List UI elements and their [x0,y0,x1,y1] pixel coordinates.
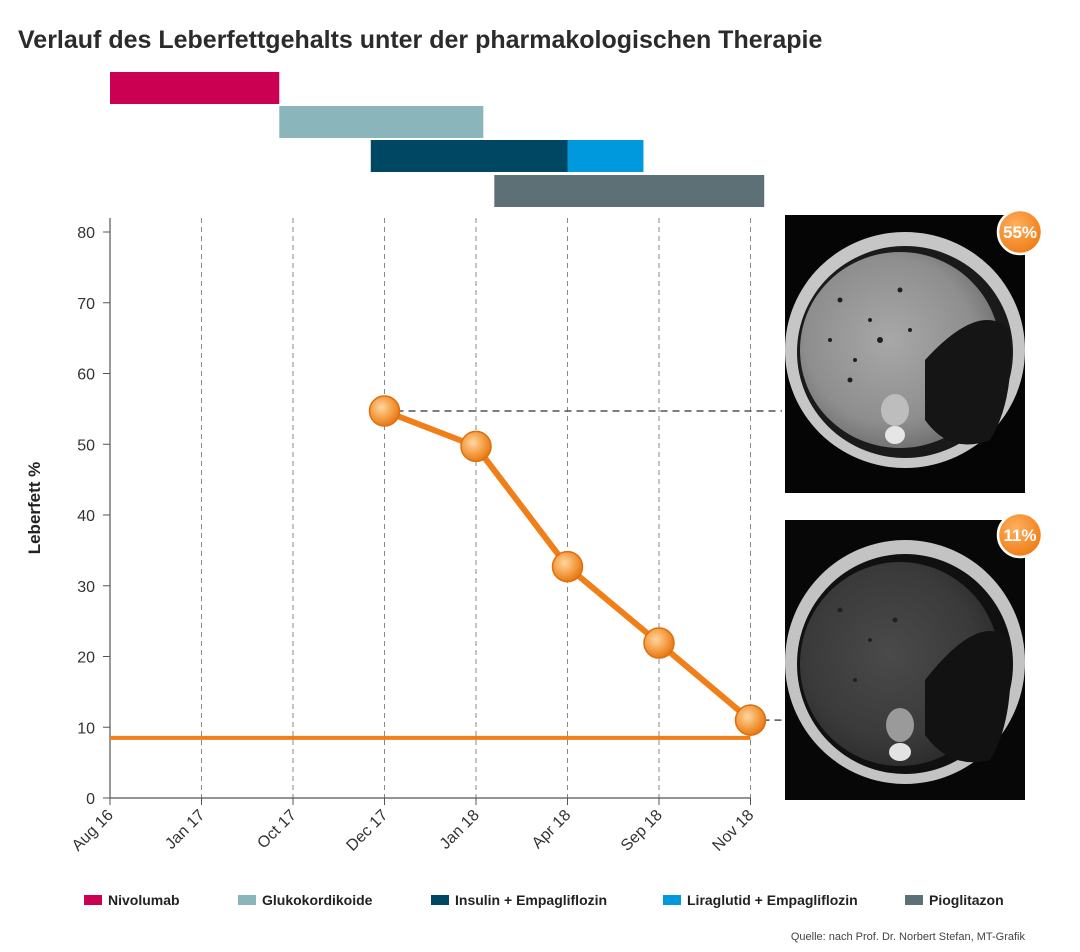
therapy-bar-4 [494,175,765,207]
annotation-badges: 55% 11% [996,208,1044,559]
legend-label-3: Liraglutid + Empagliflozin [687,892,858,908]
legend-label-0: Nivolumab [108,892,180,908]
chart-title: Verlauf des Leberfettgehalts unter der p… [18,26,822,54]
therapy-bar-3 [567,140,644,172]
badge-label-1: 11% [1003,526,1036,545]
connectors [384,410,782,721]
therapy-bar-0 [110,72,280,104]
legend: Nivolumab Glukokordikoide Insulin + Empagl… [84,892,1004,908]
x-tick-label: Sep 18 [618,807,666,855]
legend-label-4: Pioglitazon [929,892,1004,908]
x-tick-label: Dec 17 [343,807,391,855]
y-tick-label: 40 [77,508,95,525]
badge-circle-1 [996,511,1044,559]
legend-swatch-0 [84,895,102,905]
data-point [734,704,767,736]
legend-swatch-1 [238,895,256,905]
data-point [551,550,584,583]
mri-image-after [785,520,1025,800]
legend-swatch-3 [663,895,681,905]
y-tick-label: 0 [86,791,95,808]
legend-swatch-4 [905,895,923,905]
x-ticks: Aug 16 Jan 17 Oct 17 Dec 17 Jan 18 Apr 18 Sep … [69,798,757,855]
y-axis-label: Leberfett % [25,462,44,555]
y-tick-label: 60 [77,367,95,384]
y-tick-label: 20 [77,650,95,667]
legend-swatch-2 [431,895,449,905]
x-tick-label: Aug 16 [69,807,117,855]
x-tick-label: Nov 18 [709,807,757,855]
x-tick-label: Oct 17 [254,807,299,852]
y-tick-label: 50 [77,437,95,454]
y-tick-label: 30 [77,579,95,596]
therapy-bars [110,72,765,207]
y-tick-label: 70 [77,296,95,313]
badge-circle-0 [996,208,1044,256]
y-ticks: 0 10 20 30 40 50 60 70 80 [77,225,110,808]
data-point [460,430,492,463]
data-point [368,395,401,427]
badge-label-0: 55% [1003,223,1037,242]
grid [201,218,751,798]
therapy-bar-2 [370,140,568,172]
x-tick-label: Jan 18 [437,807,483,853]
legend-label-2: Insulin + Empagliflozin [455,892,607,908]
mri-image-before [785,215,1025,493]
axes [109,218,751,799]
data-points [368,395,767,736]
y-tick-label: 10 [77,720,95,737]
x-tick-label: Apr 18 [529,807,574,852]
x-tick-label: Jan 17 [162,807,208,853]
y-tick-label: 80 [77,225,95,242]
source-note: Quelle: nach Prof. Dr. Norbert Stefan, M… [791,931,1026,943]
legend-label-1: Glukokordikoide [262,892,373,908]
therapy-bar-1 [279,106,484,138]
data-point [643,627,675,659]
